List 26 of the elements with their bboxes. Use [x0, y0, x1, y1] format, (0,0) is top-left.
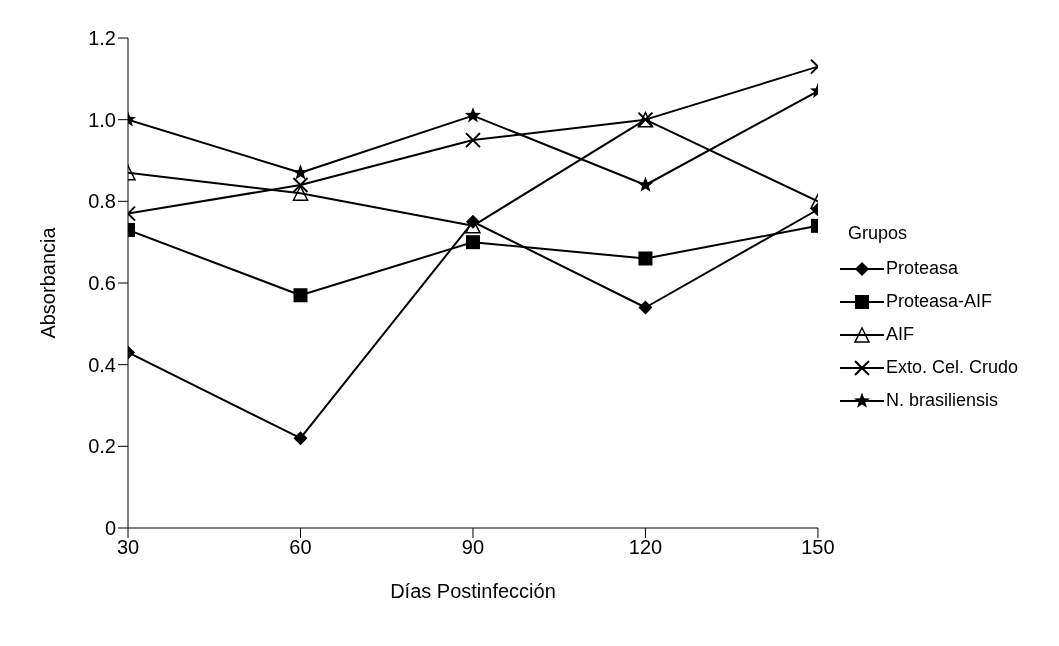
y-tick-label: 0.2: [88, 435, 116, 458]
legend-label: Proteasa-AIF: [885, 291, 992, 312]
point: [465, 235, 480, 250]
point: [292, 185, 309, 201]
y-tick-label: 0.4: [88, 353, 116, 376]
y-tick-label: 1.2: [88, 27, 116, 50]
y-tick-label: 1.0: [88, 108, 116, 131]
y-tick-label: 0.8: [88, 190, 116, 213]
legend-title: Grupos: [847, 223, 908, 244]
y-tick-label: 0.6: [88, 272, 116, 295]
legend-label: AIF: [885, 324, 914, 345]
legend-label: Exto. Cel. Crudo: [885, 357, 1018, 378]
point: [292, 164, 309, 180]
y-axis-title: Absorbancia: [37, 226, 60, 339]
point: [293, 288, 308, 303]
x-tick-label: 60: [289, 536, 312, 559]
legend-label: N. brasiliensis: [885, 390, 998, 411]
legend-label: Proteasa: [885, 258, 958, 279]
y-tick-label: 0: [104, 517, 116, 540]
x-axis-title: Días Postinfección: [390, 580, 556, 602]
point: [293, 431, 308, 446]
x-tick-label: 150: [801, 536, 835, 559]
x-tick-label: 90: [461, 536, 485, 559]
x-tick-label: 120: [628, 536, 663, 559]
point: [464, 107, 481, 123]
x-tick-label: 30: [116, 536, 140, 559]
